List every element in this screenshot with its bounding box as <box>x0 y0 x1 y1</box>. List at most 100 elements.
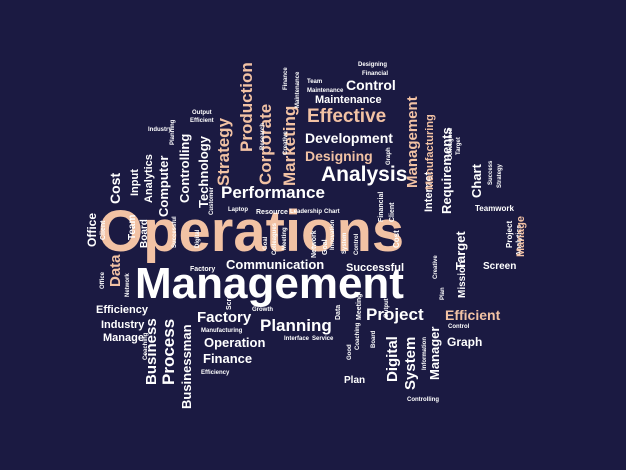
word-analysis: Analysis <box>321 163 408 186</box>
word-effective: Effective <box>307 106 387 127</box>
word-manage-vertical: Manage <box>515 216 527 257</box>
word-output: Output <box>192 110 212 116</box>
word-maintenance: Maintenance <box>315 94 382 106</box>
word-service: Service <box>312 336 334 342</box>
word-goal-vertical: Goal <box>322 239 329 255</box>
word-industry: Industry <box>101 319 145 331</box>
word-designing: Designing <box>305 148 373 164</box>
word-leadership: Leadership <box>290 209 323 215</box>
word-output-small: Output <box>384 298 390 318</box>
word-operations: Operations <box>98 199 405 264</box>
word-financial-vertical: Financial <box>378 191 385 222</box>
word-meeting-vertical: Meeting <box>356 293 363 320</box>
word-factory: Factory <box>197 309 252 326</box>
word-communication: Communication <box>226 257 325 272</box>
word-finance: Finance <box>203 351 253 366</box>
word-coaching-left: Coaching <box>143 332 149 360</box>
word-network: Network <box>125 273 131 297</box>
word-controlling-small: Controlling <box>407 397 439 403</box>
word-process: Process <box>159 318 178 385</box>
word-planning: Planning <box>260 316 332 335</box>
word-finance-small: Finance <box>283 67 289 90</box>
word-successful-small: Successful <box>172 216 178 248</box>
word-laptop: Laptop <box>228 207 248 213</box>
word-office-small: Office <box>100 271 106 289</box>
word-successful: Successful <box>346 262 405 274</box>
word-meeting: Meeting <box>282 227 288 250</box>
word-creative: Creative <box>433 255 439 279</box>
word-plan-small: Plan <box>440 287 446 300</box>
word-target: Target <box>453 231 468 270</box>
word-graph: Graph <box>447 335 483 349</box>
word-efficient: Efficient <box>445 307 501 323</box>
word-screen: Screen <box>483 261 517 272</box>
word-network-vertical: Network <box>311 230 318 258</box>
word-chart-small: Chart <box>324 209 340 215</box>
word-operation: Operation <box>204 335 266 350</box>
word-office: Office <box>85 212 99 247</box>
word-performance: Performance <box>221 183 325 202</box>
word-cost-small: Cost <box>392 230 401 248</box>
word-board: Board <box>139 219 150 248</box>
word-management: Management <box>135 259 404 308</box>
word-screen-vertical: Screen <box>226 286 233 310</box>
word-client-vertical: Client <box>389 202 396 222</box>
word-manager: Manager <box>427 326 442 380</box>
word-maintenance-vertical: Maintenance <box>295 71 301 108</box>
word-control-vertical: Control <box>354 233 360 255</box>
word-digital: Digital <box>384 336 401 382</box>
word-colleagues-vertical: Colleagues <box>272 222 278 255</box>
word-control: Control <box>346 77 396 93</box>
word-team: Team <box>127 214 138 240</box>
word-cost: Cost <box>107 172 123 204</box>
word-efficient-small: Efficient <box>190 118 214 124</box>
word-chart: Chart <box>469 164 484 198</box>
word-innovation: Innovation <box>330 219 336 250</box>
word-colleagues: Colleagues <box>448 127 454 160</box>
word-team-small: Team <box>307 79 323 85</box>
word-maintenance-small: Maintenance <box>307 88 344 94</box>
word-data-small: Data <box>335 304 342 320</box>
word-good: Good <box>347 344 353 360</box>
word-financial: Financial <box>362 71 389 77</box>
word-client: Client <box>100 220 107 240</box>
word-target-small: Target <box>456 137 462 155</box>
word-system: System <box>402 336 419 390</box>
word-resource: Resource <box>256 209 288 216</box>
word-system-small: System <box>342 232 348 254</box>
word-manage: Manage <box>103 332 144 344</box>
word-teamwork: Teamwork <box>475 204 514 213</box>
word-customer: Customer <box>209 186 215 215</box>
word-production: Production <box>237 62 256 152</box>
word-factory-small: Factory <box>190 266 216 273</box>
word-industry-small: Industry <box>148 127 172 133</box>
word-manufacturing: Manufacturing <box>424 114 436 190</box>
word-development: Development <box>305 130 393 146</box>
word-efficiency-small: Efficiency <box>201 370 230 376</box>
word-coaching: Coaching <box>355 322 361 350</box>
word-plan: Plan <box>344 375 366 386</box>
word-strategy-small: Strategy <box>497 163 503 188</box>
word-graph-small: Graph <box>386 147 392 165</box>
word-designing-small: Designing <box>358 62 388 68</box>
word-digital-small: Digital <box>195 229 201 248</box>
word-computer: Computer <box>156 155 171 217</box>
word-control-small: Control <box>448 324 470 330</box>
word-information: Information <box>422 337 428 370</box>
word-project-small: Project <box>505 220 514 248</box>
word-data: Data <box>107 254 124 287</box>
word-creative-vertical: Creative <box>283 131 289 155</box>
word-success: Success <box>488 160 494 185</box>
word-efficiency: Efficiency <box>96 304 148 316</box>
word-management-vertical: Management <box>404 96 421 188</box>
word-planning-small: Planning <box>170 119 176 145</box>
word-growth: Growth <box>252 307 273 313</box>
word-strategy: Strategy <box>214 117 233 186</box>
word-businessman: Businessman <box>179 324 194 409</box>
word-manufacturing-small: Manufacturing <box>201 328 243 334</box>
word-analytics: Analytics <box>143 154 155 203</box>
word-research: Research <box>260 122 266 150</box>
word-input: Input <box>129 169 141 196</box>
word-board-small: Board <box>371 330 377 348</box>
